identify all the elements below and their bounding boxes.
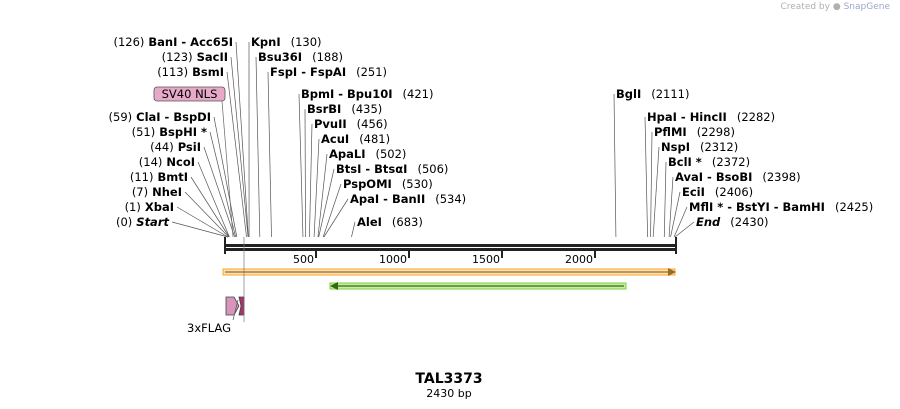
site-leader-btsi (318, 168, 335, 238)
sv40-nls-leader (221, 100, 234, 238)
site-label-bgli: BglI (2111) (616, 87, 689, 101)
backbone-bottom-strand (224, 248, 677, 251)
site-leader-mfli (673, 206, 688, 238)
site-leader-bani (235, 41, 249, 238)
site-labels: (126) BanI - Acc65I(123) SacII(113) BsmI (59) C… (109, 35, 874, 229)
ruler-label-1000: 1000 (379, 253, 407, 266)
site-leader-start (171, 221, 229, 238)
ruler-label-1500: 1500 (472, 253, 500, 266)
site-label-pflmi: PflMI (2298) (654, 125, 735, 139)
site-leader-alei (351, 221, 356, 238)
site-leader-pvuii (309, 123, 313, 238)
snapgene-logo-icon: ● (832, 2, 841, 12)
site-label-mfli: MflI * - BstYI - BamHI (2425) (689, 200, 873, 214)
site-label-pvuii: PvuII (456) (314, 117, 388, 131)
site-leader-lines (171, 41, 695, 238)
site-leader-bsu36i (255, 56, 261, 238)
site-label-bani: (126) BanI - Acc65I (113, 35, 233, 49)
site-label-ecii: EciI (2406) (682, 185, 753, 199)
site-label-pspomi: PspOMI (530) (343, 177, 433, 191)
site-label-bsmi: (113) BsmI (157, 65, 224, 79)
site-label-bcli: BclI * (2372) (668, 155, 750, 169)
site-label-hpai: HpaI - HincII (2282) (647, 110, 775, 124)
site-leader-nspi (652, 146, 660, 238)
site-leader-nhei (184, 191, 229, 238)
site-leader-apali (317, 153, 328, 238)
site-label-acui: AcuI (481) (321, 132, 390, 146)
site-label-ncoi: (14) NcoI (139, 155, 195, 169)
feature-sv40-nls: SV40 NLS (153, 86, 240, 316)
site-label-apai: ApaI - BanII (534) (350, 192, 466, 206)
dna-backbone (224, 237, 677, 254)
site-label-avai: AvaI - BsoBI (2398) (675, 170, 801, 184)
site-leader-acui (313, 138, 320, 238)
site-label-nhei: (7) NheI (132, 185, 182, 199)
plasmid-title: TAL3373 (415, 371, 482, 387)
sv40-nls-label: SV40 NLS (162, 87, 218, 101)
orf-reverse (329, 282, 627, 290)
orf-forward-arrowhead (668, 268, 676, 276)
site-leader-hpai (644, 116, 648, 238)
site-leader-bgli (613, 93, 617, 238)
site-label-apali: ApaLI (502) (329, 147, 406, 161)
site-label-xbai: (1) XbaI (125, 200, 174, 214)
3xflag-label: 3xFLAG (187, 321, 231, 335)
site-label-bpmi: BpmI - Bpu10I (421) (301, 87, 433, 101)
site-leader-bmti (190, 176, 230, 238)
backbone-right-end (675, 237, 677, 254)
site-leader-sacii (230, 56, 249, 238)
3xflag-arrow (238, 296, 245, 316)
orf-reverse-arrowhead (330, 282, 338, 290)
site-label-bsrbi: BsrBI (435) (307, 102, 382, 116)
ruler-label-500: 500 (293, 253, 314, 266)
site-leader-xbai (176, 206, 229, 238)
credit-brand: SnapGene (843, 2, 890, 12)
site-label-bsu36i: Bsu36I (188) (258, 50, 343, 64)
credit-prefix: Created by (780, 2, 830, 12)
site-label-kpni: KpnI (130) (251, 35, 322, 49)
site-label-fspi: FspI - FspAI (251) (270, 65, 387, 79)
3xflag-leader (232, 299, 239, 321)
site-leader-end (674, 221, 695, 238)
site-leader-pflmi (650, 131, 653, 238)
ruler: 500 1000 1500 2000 (293, 251, 596, 266)
site-label-sacii: (123) SacII (162, 50, 228, 64)
plasmid-length: 2430 bp (426, 387, 471, 400)
site-leader-pspomi (322, 183, 342, 238)
site-label-nspi: NspI (2312) (661, 140, 738, 154)
feature-3xflag: 3xFLAG (187, 296, 245, 335)
site-leader-bpmi (298, 93, 304, 238)
site-leader-clai (213, 116, 238, 238)
site-leader-apai (323, 198, 349, 238)
site-leader-psii (203, 146, 235, 238)
site-leader-bsrbi (304, 108, 306, 238)
ruler-label-2000: 2000 (565, 253, 593, 266)
orf-forward (222, 268, 676, 276)
site-label-btsi: BtsI - BtsαI (506) (336, 162, 448, 176)
site-label-alei: AleI (683) (357, 215, 423, 229)
sv40-nls-label-box (153, 86, 226, 102)
site-label-bmti: (11) BmtI (130, 170, 188, 184)
site-leader-ecii (670, 191, 681, 238)
created-by-credit: Created by ● SnapGene (780, 2, 890, 12)
site-label-end: End (2430) (696, 215, 769, 229)
site-leader-bcli (663, 161, 667, 238)
site-leader-bsmi (226, 71, 247, 238)
site-leader-avai (668, 176, 674, 238)
site-leader-fspi (267, 71, 272, 238)
site-label-clai: (59) ClaI - BspDI (109, 110, 211, 124)
site-label-start: (0) Start (116, 215, 170, 229)
sv40-nls-arrow (225, 296, 240, 316)
site-leader-ncoi (197, 161, 230, 238)
backbone-left-end (224, 237, 226, 254)
backbone-top-strand (224, 244, 677, 247)
site-label-psii: (44) PsiI (150, 140, 201, 154)
site-label-bsphi: (51) BspHI * (132, 125, 207, 139)
